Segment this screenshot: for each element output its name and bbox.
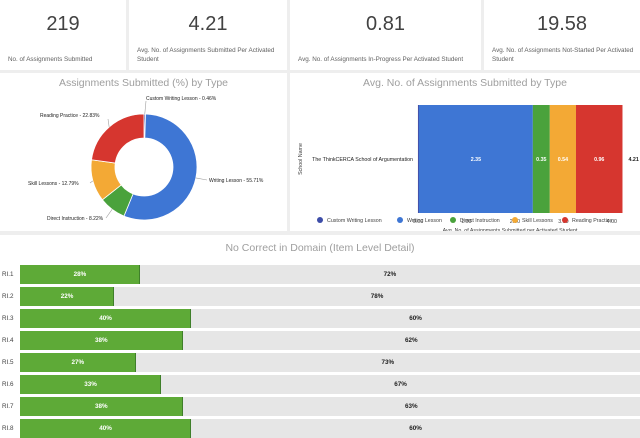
kpi-value: 0.81 (366, 13, 405, 35)
bar-segment-label: 0.54 (558, 157, 568, 163)
bar-segment[interactable] (418, 105, 419, 213)
category-label: The ThinkCERCA School of Argumentation (312, 157, 413, 163)
domain-row-label: RI.5 (2, 359, 14, 366)
bar-segment[interactable] (532, 105, 550, 213)
domain-row-correct-bar[interactable] (20, 331, 183, 350)
legend-marker (317, 217, 323, 223)
domain-row-correct-label: 22% (60, 293, 74, 300)
domain-row-track[interactable]: 38% 62% (20, 331, 640, 350)
x-tick-label: 0.00 (413, 219, 423, 225)
domain-row-track[interactable]: 40% 60% (20, 309, 640, 328)
domain-row-correct-label: 28% (73, 271, 87, 278)
domain-row-track[interactable]: 28% 72% (20, 265, 640, 284)
bar-segment[interactable] (549, 105, 576, 213)
stacked-bar-panel: Avg. No. of Assignments Submitted by Typ… (290, 73, 640, 231)
donut-leader-line (105, 209, 113, 219)
x-tick-label: 1.00 (461, 219, 471, 225)
bar-segment-label: 0.96 (594, 157, 604, 163)
kpi-card-submitted: 219 No. of Assignments Submitted (0, 0, 126, 70)
domain-row-correct-bar[interactable] (20, 419, 192, 438)
domain-row-remaining-label: 63% (404, 403, 418, 410)
kpi-label: No. of Assignments Submitted (8, 55, 93, 63)
domain-row-track[interactable]: 22% 78% (20, 287, 640, 306)
kpi-card-avg-submitted: 4.21 Avg. No. of Assignments Submitted P… (129, 0, 287, 70)
x-axis-label: Avg. No. of Assignments Submitted per Ac… (443, 228, 578, 231)
kpi-card-avg-in-progress: 0.81 Avg. No. of Assignments In-Progress… (290, 0, 481, 70)
donut-leader-line (195, 177, 208, 181)
domain-row-correct-label: 40% (99, 315, 112, 322)
domain-row-track[interactable]: 33% 67% (20, 375, 640, 394)
donut-slice-label: Custom Writing Lesson - 0.46% (146, 96, 217, 102)
domain-detail-panel: No Correct in Domain (Item Level Detail)… (0, 235, 640, 438)
domain-row-label: RI.7 (2, 403, 14, 410)
domain-row-track[interactable]: 40% 60% (20, 419, 640, 438)
legend-marker (450, 217, 456, 223)
donut-slice-label: Writing Lesson - 55.71% (209, 178, 264, 184)
donut-slice[interactable] (123, 113, 198, 221)
domain-row-correct-bar[interactable] (20, 397, 183, 416)
domain-row-remaining-label: 62% (404, 337, 418, 344)
donut-chart-panel: Assignments Submitted (%) by Type Custom… (0, 73, 287, 231)
x-tick-label: 4.00 (607, 219, 617, 225)
domain-row-correct-bar[interactable] (20, 265, 140, 284)
bar-segment-label: 2.35 (471, 157, 481, 163)
domain-row-track[interactable]: 38% 63% (20, 397, 640, 416)
bar-segment-label: 0.35 (536, 157, 546, 163)
donut-leader-line (89, 180, 94, 184)
domain-row-correct-bar[interactable] (20, 353, 136, 372)
domain-row-correct-bar[interactable] (20, 375, 162, 394)
bar-segment[interactable] (418, 105, 533, 213)
legend-label[interactable]: Custom Writing Lesson (327, 218, 382, 224)
legend-label[interactable]: Direct Instruction (460, 218, 500, 224)
domain-row-correct-label: 40% (99, 425, 112, 432)
domain-row-correct-bar[interactable] (20, 287, 115, 306)
domain-row-label: RI.3 (2, 315, 14, 322)
donut-leader-line (144, 100, 147, 115)
y-axis-label: School Name (298, 143, 304, 175)
bar-segment[interactable] (575, 105, 623, 213)
kpi-value: 4.21 (188, 13, 228, 35)
domain-row-track[interactable]: 27% 73% (20, 353, 640, 372)
domain-row-correct-bar[interactable] (20, 309, 192, 328)
donut-slice[interactable] (91, 113, 145, 164)
donut-chart: Custom Writing Lesson - 0.46% Writing Les… (28, 96, 264, 222)
domain-row-correct-label: 33% (84, 381, 97, 388)
domain-row-remaining-label: 67% (394, 381, 407, 388)
kpi-value: 219 (46, 13, 80, 35)
legend-label[interactable]: Writing Lesson (407, 218, 442, 224)
kpi-label: Avg. No. of Assignments In-Progress Per … (298, 55, 464, 63)
kpi-label: Avg. No. of Assignments Not-Started Per … (492, 47, 634, 63)
kpi-value: 19.58 (536, 13, 588, 35)
legend-label[interactable]: Reading Practice (572, 218, 612, 224)
donut-slice-label: Skill Lessons - 12.79% (28, 181, 79, 187)
domain-row-correct-label: 38% (94, 403, 108, 410)
domain-row-remaining-label: 78% (370, 293, 384, 300)
domain-row-label: RI.8 (2, 425, 14, 432)
domain-row-label: RI.2 (2, 293, 14, 300)
donut-slice-label: Direct Instruction - 8.22% (47, 216, 104, 222)
donut-chart-title: Assignments Submitted (%) by Type (58, 77, 229, 89)
domain-row-remaining-label: 60% (409, 425, 422, 432)
domain-row-remaining-label: 60% (409, 315, 422, 322)
domain-row-correct-label: 38% (94, 337, 108, 344)
domain-row-remaining-label: 73% (381, 359, 395, 366)
domain-row-remaining-label: 72% (383, 271, 397, 278)
kpi-card-avg-not-started: 19.58 Avg. No. of Assignments Not-Starte… (484, 0, 640, 70)
donut-leader-line (107, 118, 110, 128)
domain-row-correct-label: 27% (71, 359, 85, 366)
domain-detail-title: No Correct in Domain (Item Level Detail) (225, 242, 415, 254)
kpi-label: Avg. No. of Assignments Submitted Per Ac… (137, 47, 275, 63)
domain-row-label: RI.6 (2, 381, 14, 388)
legend-marker (562, 217, 568, 223)
stacked-bar-title: Avg. No. of Assignments Submitted by Typ… (363, 77, 567, 89)
legend-label[interactable]: Skill Lessons (522, 218, 553, 224)
domain-row-label: RI.1 (2, 271, 14, 278)
domain-row-label: RI.4 (2, 337, 14, 344)
donut-slice-label: Reading Practice - 22.83% (40, 113, 100, 119)
legend-marker (397, 217, 403, 223)
legend-marker (512, 217, 518, 223)
bar-total-label: 4.21 (628, 157, 638, 163)
